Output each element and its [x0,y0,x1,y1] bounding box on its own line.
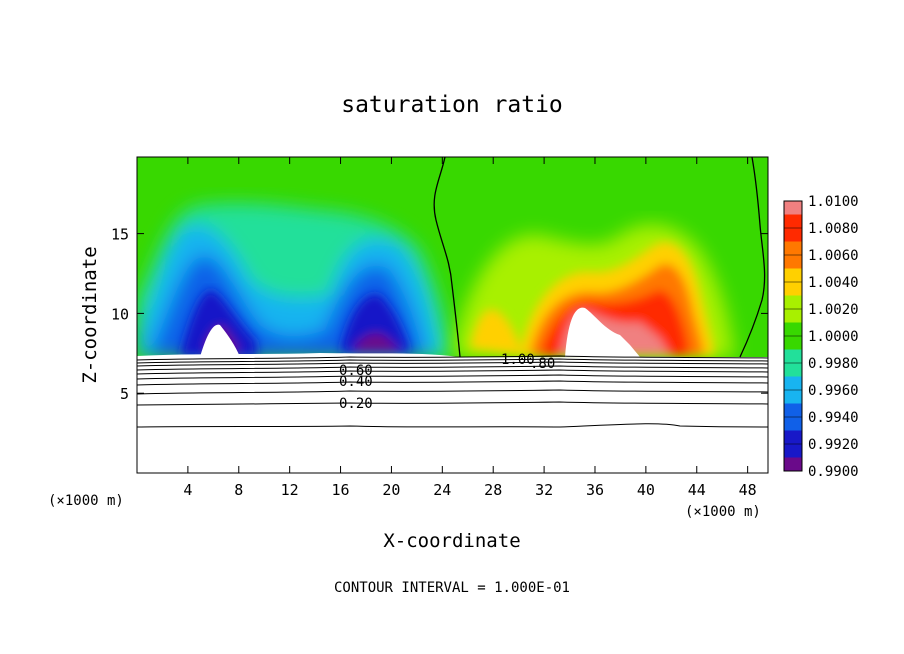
colorbar-label: 1.0020 [808,302,859,318]
colorbar-swatch [784,201,802,215]
x-tick-label: 36 [586,481,604,499]
x-tick-label: 20 [382,481,400,499]
contour-lines [137,355,768,428]
y-axis-label: Z-coordinate [79,246,101,383]
colorbar-swatch [784,457,802,472]
x-tick-label: 24 [433,481,451,499]
y-tick-label: 10 [111,305,129,323]
colorbar-swatch [784,241,802,256]
colorbar-swatch [784,282,802,296]
colorbar-swatch [784,309,802,323]
colorbar-swatch [784,268,802,283]
colorbar-swatch [784,376,802,391]
colorbar-swatch [784,403,802,418]
colorbar-label: 0.9940 [808,410,859,426]
y-tick-label: 15 [111,226,129,244]
x-tick-label: 8 [234,481,243,499]
colorbar-swatch [784,444,802,458]
colorbar-swatch [784,214,802,229]
contour-label: .80 [530,356,555,372]
saturation-field [137,157,768,473]
colorbar-swatch [784,363,802,377]
colorbar-swatch [784,322,802,337]
colorbar-swatch [784,295,802,310]
colorbar-label: 0.9980 [808,356,859,372]
x-tick-label: 12 [281,481,299,499]
colorbar-swatch [784,228,802,242]
colorbar-swatch [784,417,802,431]
colorbar-label: 1.0100 [808,194,859,210]
y-axis: 5 10 15 [111,226,768,403]
contour-label: 0.20 [339,396,373,412]
contour-label: 0.60 [339,363,373,379]
x-axis: 4 8 12 16 20 24 28 32 36 40 44 48 [183,157,757,499]
x-unit-left: (×1000 m) [48,493,124,509]
contour-interval: CONTOUR INTERVAL = 1.000E-01 [334,580,570,596]
x-tick-label: 28 [484,481,502,499]
chart-title: saturation ratio [341,92,563,118]
colorbar-swatch [784,430,802,445]
x-tick-label: 32 [535,481,553,499]
x-axis-label: X-coordinate [383,530,520,552]
x-unit-right: (×1000 m) [685,504,761,520]
colorbar-swatch [784,336,802,350]
colorbar-swatch [784,390,802,404]
colorbar: 1.0100 1.0080 1.0060 1.0040 1.0020 1.0000 0.99… [783,194,859,480]
colorbar-label: 0.9900 [808,464,859,480]
colorbar-label: 1.0080 [808,221,859,237]
x-tick-label: 16 [332,481,350,499]
colorbar-label: 0.9920 [808,437,859,453]
plot-frame [136,156,769,474]
x-tick-label: 4 [183,481,192,499]
x-tick-label: 40 [637,481,655,499]
x-tick-label: 48 [739,481,757,499]
unity-contours [433,157,766,358]
colorbar-label: 1.0000 [808,329,859,345]
colorbar-label: 0.9960 [808,383,859,399]
colorbar-swatch [784,349,802,364]
contour-label: 0.40 [339,374,373,390]
x-tick-label: 44 [688,481,706,499]
y-tick-label: 5 [120,385,129,403]
contour-label: 1.00 [501,352,535,368]
colorbar-label: 1.0060 [808,248,859,264]
colorbar-label: 1.0040 [808,275,859,291]
contour-labels: 1.00 .80 0.60 0.40 0.20 [339,352,555,412]
colorbar-swatch [784,255,802,269]
